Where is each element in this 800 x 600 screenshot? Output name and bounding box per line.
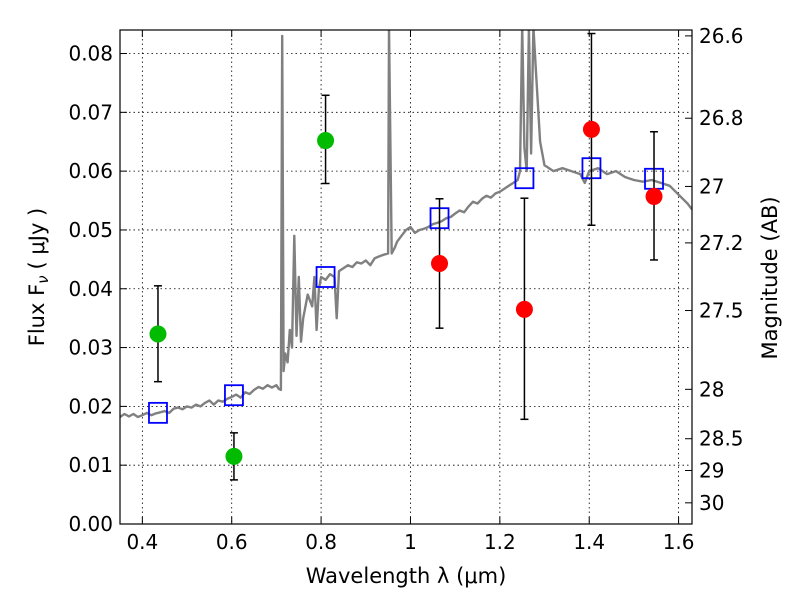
model-photometry-marker xyxy=(315,266,336,288)
data-point xyxy=(317,132,335,150)
x-axis: 0.4 0.6 0.8 1 1.2 1.4 1.6 xyxy=(126,30,695,554)
y-tick-label: 0.06 xyxy=(68,159,113,183)
model-photometry-marker xyxy=(514,167,535,190)
x-axis-label: Wavelength λ (μm) xyxy=(306,564,507,588)
magnitude-axis-label: Magnitude (AB) xyxy=(758,196,782,359)
x-tick-label: 0.8 xyxy=(305,530,337,554)
plot-frame xyxy=(119,29,693,525)
magnitude-axis: 26.6 26.8 27 27.2 27.5 28 28.5 29 30 xyxy=(685,24,744,515)
magnitude-tick-label: 30 xyxy=(699,491,724,515)
data-point xyxy=(515,300,533,318)
magnitude-tick-label: 27.5 xyxy=(699,299,744,323)
model-photometry-marker xyxy=(148,401,168,424)
x-tick-label: 0.6 xyxy=(216,530,248,554)
y-tick-label: 0.04 xyxy=(68,277,113,301)
y-tick-label: 0.03 xyxy=(68,336,113,360)
magnitude-tick-label: 27 xyxy=(699,174,724,198)
spectrum-line xyxy=(120,30,692,419)
data-point xyxy=(582,120,600,138)
magnitude-tick-label: 28 xyxy=(699,377,724,401)
y-tick-label: 0.07 xyxy=(68,100,113,124)
x-tick-label: 1.4 xyxy=(573,530,605,554)
x-tick-label: 0.4 xyxy=(126,530,158,554)
model-photometry-marker xyxy=(224,384,244,407)
x-tick-label: 1 xyxy=(404,530,417,554)
magnitude-tick-label: 29 xyxy=(699,458,724,482)
data-point xyxy=(225,447,243,465)
magnitude-tick-label: 26.6 xyxy=(699,24,744,48)
magnitude-tick-label: 28.5 xyxy=(699,427,744,451)
plot-background xyxy=(120,30,692,524)
marker-layer xyxy=(148,32,664,481)
magnitude-tick-label: 26.8 xyxy=(699,106,744,130)
y-axis-label: Flux Fν( μJy ) xyxy=(25,208,52,347)
spectrum-layer xyxy=(120,30,692,419)
y-tick-label: 0.02 xyxy=(68,394,113,418)
x-tick-label: 1.2 xyxy=(484,530,516,554)
y-axis: 0.00 0.01 0.02 0.03 0.04 0.05 0.06 0.07 0.08 xyxy=(68,42,127,536)
magnitude-tick-label: 27.2 xyxy=(699,231,744,255)
y-tick-label: 0.01 xyxy=(68,453,113,477)
x-tick-label: 1.6 xyxy=(663,530,695,554)
y-tick-label: 0.05 xyxy=(68,218,113,242)
data-point xyxy=(645,187,663,205)
y-tick-label: 0.00 xyxy=(68,512,113,536)
y-tick-label: 0.08 xyxy=(68,42,113,66)
data-point xyxy=(431,254,449,272)
data-point xyxy=(149,325,167,343)
